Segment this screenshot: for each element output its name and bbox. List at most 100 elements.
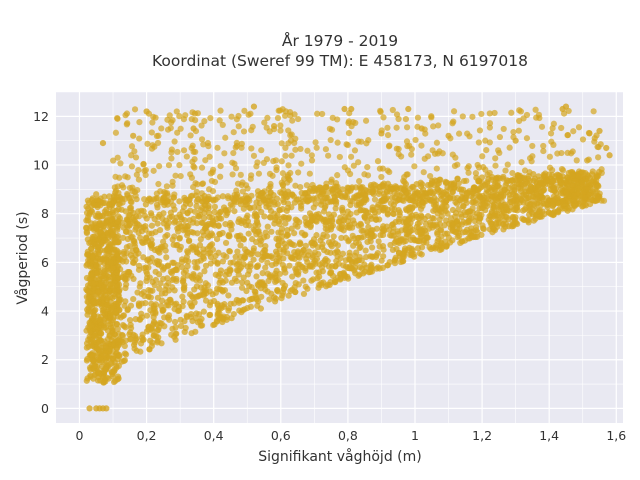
scatter-point [315, 250, 322, 258]
scatter-point [349, 198, 356, 205]
scatter-point [285, 162, 292, 169]
y-tick-label: 2 [41, 352, 49, 367]
scatter-point [279, 170, 286, 177]
scatter-point [119, 234, 127, 241]
scatter-point [132, 332, 139, 340]
scatter-point [530, 201, 538, 208]
scatter-point [274, 212, 281, 219]
scatter-point [498, 197, 505, 204]
scatter-point [130, 259, 138, 267]
scatter-point [261, 119, 268, 126]
scatter-point [216, 310, 223, 317]
scatter-point [411, 163, 418, 170]
scatter-point [310, 276, 317, 283]
scatter-point [375, 184, 383, 191]
scatter-point [526, 169, 533, 176]
scatter-point [310, 236, 318, 243]
scatter-point [564, 131, 572, 139]
scatter-point [427, 172, 434, 180]
x-tick-label: 0 [76, 428, 84, 443]
scatter-point [233, 233, 241, 240]
scatter-point [279, 196, 286, 203]
scatter-point [110, 255, 117, 262]
scatter-point [190, 215, 197, 222]
scatter-point [568, 186, 575, 194]
scatter-point [199, 180, 206, 188]
scatter-point [250, 247, 257, 254]
scatter-point [378, 197, 385, 204]
scatter-point [286, 239, 293, 246]
scatter-point [90, 375, 97, 382]
scatter-point [436, 176, 443, 183]
scatter-point [327, 222, 335, 230]
scatter-point [392, 198, 399, 205]
scatter-point [206, 153, 213, 160]
scatter-point [126, 229, 133, 236]
scatter-point [329, 114, 336, 121]
scatter-point [548, 182, 555, 190]
scatter-point [345, 213, 352, 221]
scatter-point [409, 212, 416, 219]
scatter-point [324, 194, 331, 201]
scatter-point [201, 118, 208, 125]
scatter-point [438, 246, 445, 253]
scatter-point [244, 212, 251, 219]
scatter-point [110, 157, 117, 164]
scatter-point [549, 172, 556, 179]
scatter-point [86, 239, 93, 247]
scatter-point [105, 348, 113, 355]
scatter-point [275, 229, 282, 236]
scatter-point [202, 280, 209, 287]
scatter-point [520, 191, 528, 198]
scatter-point [378, 130, 385, 137]
scatter-point [122, 324, 129, 331]
scatter-point [512, 137, 519, 144]
scatter-point [325, 263, 333, 270]
scatter-point [136, 135, 143, 142]
scatter-point [546, 153, 553, 160]
scatter-point [237, 242, 244, 249]
scatter-point [413, 190, 420, 197]
scatter-point [165, 287, 173, 294]
scatter-point [132, 154, 140, 161]
scatter-point [521, 216, 528, 223]
scatter-point [154, 139, 162, 147]
scatter-point [292, 182, 299, 189]
scatter-point [183, 196, 190, 203]
scatter-point [219, 315, 226, 322]
scatter-point [123, 121, 130, 128]
scatter-point [279, 233, 286, 240]
scatter-point [311, 240, 318, 248]
scatter-point [430, 207, 437, 215]
scatter-point [229, 171, 236, 178]
scatter-point [353, 249, 360, 256]
scatter-point [271, 220, 278, 227]
scatter-point [482, 137, 489, 144]
scatter-point [183, 312, 190, 320]
scatter-point [374, 203, 381, 211]
scatter-point [300, 290, 308, 298]
scatter-point [202, 157, 209, 164]
scatter-point [211, 203, 219, 210]
scatter-point [500, 125, 507, 133]
scatter-point [276, 246, 283, 253]
scatter-point [217, 107, 224, 114]
scatter-point [438, 233, 445, 240]
scatter-point [484, 171, 491, 178]
scatter-point [111, 194, 118, 201]
scatter-point [149, 119, 156, 126]
y-tick-label: 8 [41, 206, 49, 221]
scatter-point [97, 377, 104, 384]
scatter-point [143, 108, 150, 115]
scatter-point [200, 308, 207, 315]
scatter-point [419, 198, 426, 205]
scatter-point [523, 179, 530, 186]
scatter-point [253, 273, 260, 280]
y-axis-ticks: 0 2 4 6 8 10 12 [33, 109, 49, 416]
scatter-point [152, 276, 159, 284]
scatter-point [430, 215, 437, 222]
scatter-point [147, 210, 155, 217]
scatter-point [195, 213, 203, 220]
scatter-point [578, 178, 586, 186]
scatter-point [114, 338, 121, 345]
